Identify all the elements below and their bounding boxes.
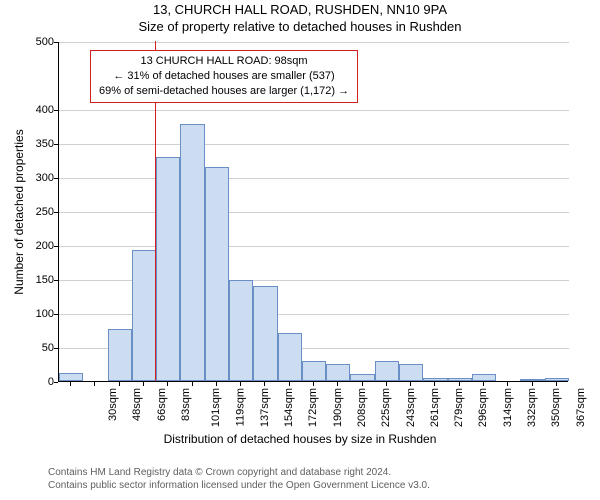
x-tick-mark (337, 382, 338, 386)
x-tick-mark (94, 382, 95, 386)
histogram-bar (229, 280, 253, 381)
y-tick-label: 100 (14, 308, 54, 320)
x-tick-label: 279sqm (453, 388, 465, 427)
x-tick-mark (362, 382, 363, 386)
footer-line-2: Contains public sector information licen… (48, 479, 430, 492)
y-tick-mark (54, 382, 58, 383)
x-tick-label: 367sqm (575, 388, 587, 427)
x-tick-mark (556, 382, 557, 386)
y-tick-label: 250 (14, 206, 54, 218)
x-tick-mark (483, 382, 484, 386)
info-box: 13 CHURCH HALL ROAD: 98sqm ← 31% of deta… (90, 50, 358, 103)
histogram-bar (472, 374, 496, 381)
histogram-bar (180, 124, 204, 381)
x-tick-label: 119sqm (234, 388, 246, 426)
x-tick-label: 154sqm (283, 388, 295, 427)
x-tick-mark (167, 382, 168, 386)
x-tick-mark (119, 382, 120, 386)
info-line-2: ← 31% of detached houses are smaller (53… (99, 69, 349, 84)
y-tick-label: 200 (14, 240, 54, 252)
histogram-bar (423, 378, 447, 381)
grid-line (59, 144, 569, 145)
info-line-3: 69% of semi-detached houses are larger (… (99, 84, 349, 99)
x-axis-label: Distribution of detached houses by size … (0, 432, 600, 446)
histogram-bar (545, 378, 569, 381)
x-tick-mark (507, 382, 508, 386)
x-tick-label: 83sqm (180, 388, 192, 421)
title-sub: Size of property relative to detached ho… (0, 19, 600, 34)
x-tick-label: 261sqm (429, 388, 441, 427)
y-tick-label: 350 (14, 138, 54, 150)
x-tick-mark (143, 382, 144, 386)
x-tick-label: 190sqm (332, 388, 344, 427)
y-tick-mark (54, 212, 58, 213)
histogram-bar (253, 286, 277, 381)
title-main: 13, CHURCH HALL ROAD, RUSHDEN, NN10 9PA (0, 2, 600, 17)
y-tick-mark (54, 246, 58, 247)
x-tick-mark (434, 382, 435, 386)
x-tick-mark (289, 382, 290, 386)
histogram-bar (156, 157, 180, 381)
y-tick-mark (54, 314, 58, 315)
histogram-bar (205, 167, 229, 381)
y-tick-label: 400 (14, 104, 54, 116)
y-tick-mark (54, 110, 58, 111)
x-tick-mark (192, 382, 193, 386)
x-tick-label: 172sqm (308, 388, 320, 427)
footer: Contains HM Land Registry data © Crown c… (48, 466, 430, 492)
footer-line-1: Contains HM Land Registry data © Crown c… (48, 466, 430, 479)
grid-line (59, 42, 569, 43)
x-tick-label: 243sqm (405, 388, 417, 427)
x-tick-label: 66sqm (156, 388, 168, 421)
histogram-bar (278, 333, 302, 381)
x-tick-mark (240, 382, 241, 386)
x-tick-label: 101sqm (210, 388, 222, 427)
x-tick-label: 137sqm (259, 388, 271, 427)
chart-container: 13, CHURCH HALL ROAD, RUSHDEN, NN10 9PA … (0, 0, 600, 500)
x-tick-label: 314sqm (502, 388, 514, 427)
histogram-bar (59, 373, 83, 381)
y-tick-label: 0 (14, 376, 54, 388)
grid-line (59, 246, 569, 247)
y-tick-label: 150 (14, 274, 54, 286)
x-tick-label: 225sqm (380, 388, 392, 427)
x-tick-label: 296sqm (478, 388, 490, 427)
x-tick-label: 208sqm (356, 388, 368, 427)
y-tick-mark (54, 178, 58, 179)
grid-line (59, 110, 569, 111)
x-tick-mark (70, 382, 71, 386)
grid-line (59, 178, 569, 179)
histogram-bar (302, 361, 326, 381)
x-tick-label: 332sqm (526, 388, 538, 427)
y-tick-label: 50 (14, 342, 54, 354)
y-tick-mark (54, 144, 58, 145)
histogram-bar (520, 379, 544, 381)
y-tick-label: 300 (14, 172, 54, 184)
y-tick-label: 500 (14, 36, 54, 48)
info-line-1: 13 CHURCH HALL ROAD: 98sqm (99, 54, 349, 69)
histogram-bar (350, 374, 374, 381)
y-tick-mark (54, 348, 58, 349)
histogram-bar (399, 364, 423, 381)
histogram-bar (326, 364, 350, 381)
x-tick-label: 48sqm (131, 388, 143, 421)
x-tick-mark (410, 382, 411, 386)
x-tick-label: 30sqm (107, 388, 119, 421)
x-tick-mark (264, 382, 265, 386)
x-tick-mark (313, 382, 314, 386)
x-tick-mark (216, 382, 217, 386)
y-tick-mark (54, 280, 58, 281)
histogram-bar (132, 250, 156, 381)
grid-line (59, 212, 569, 213)
y-tick-mark (54, 42, 58, 43)
x-tick-mark (532, 382, 533, 386)
histogram-bar (108, 329, 132, 381)
x-tick-label: 350sqm (550, 388, 562, 427)
x-tick-mark (386, 382, 387, 386)
histogram-bar (448, 378, 472, 381)
histogram-bar (375, 361, 399, 381)
x-tick-mark (459, 382, 460, 386)
